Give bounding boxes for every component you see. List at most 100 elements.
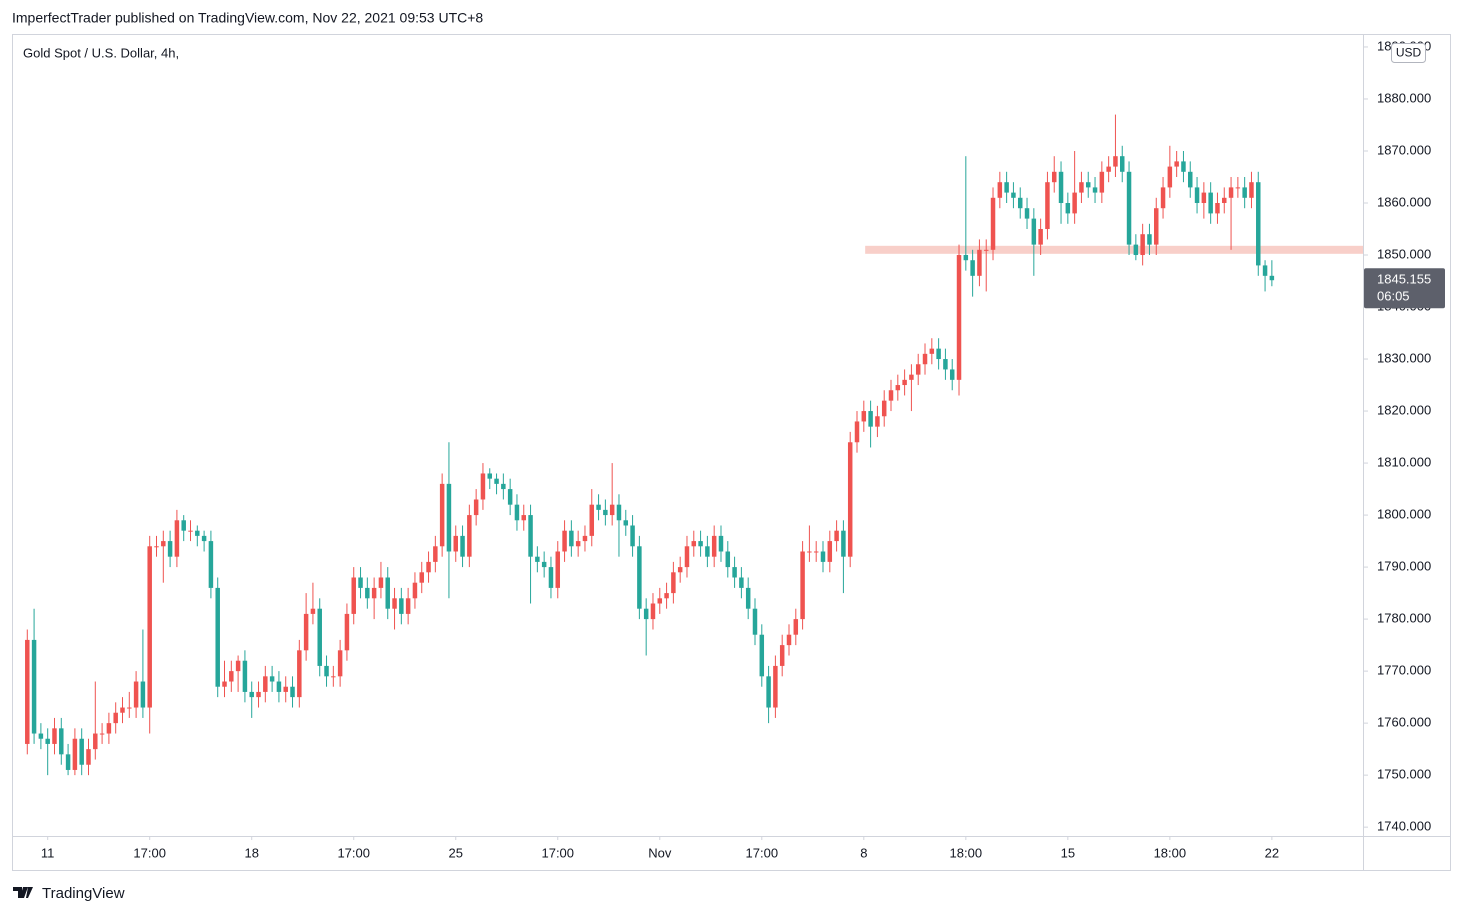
candle-body (433, 546, 438, 562)
y-tick-label: 1770.000 (1377, 663, 1431, 678)
candle-body (446, 483, 452, 552)
candle-body (691, 541, 697, 547)
candle-body (1194, 187, 1200, 204)
candle-body (283, 686, 288, 692)
candle-body (997, 182, 1003, 198)
candle-body (582, 535, 588, 542)
candle-body (317, 608, 322, 666)
y-tick-label: 1740.000 (1377, 819, 1431, 834)
y-tick-label: 1820.000 (1377, 402, 1431, 417)
candle-body (65, 754, 71, 770)
candle-body (222, 681, 227, 687)
candle-body (120, 707, 125, 713)
candle-body (269, 676, 275, 682)
x-tick-label: 18:00 (950, 845, 983, 860)
candle-body (371, 587, 377, 599)
x-tick-label: 8 (860, 845, 867, 860)
last-price-label: 1845.155 (1377, 272, 1431, 287)
candle-body (943, 359, 948, 370)
candle-body (337, 650, 343, 677)
candle-body (528, 515, 533, 557)
candle-body (1140, 234, 1145, 256)
candle-body (106, 723, 112, 734)
y-tick-label: 1800.000 (1377, 507, 1431, 522)
chart-title: Gold Spot / U.S. Dollar, 4h, (23, 45, 179, 60)
candle-body (1045, 182, 1050, 230)
candle-body (1154, 208, 1159, 245)
candle-body (405, 598, 411, 614)
candle-body (1065, 203, 1071, 214)
candle-body (195, 530, 200, 536)
y-tick-label: 1780.000 (1377, 611, 1431, 626)
candle-body (473, 499, 479, 516)
candle-body (1133, 244, 1139, 256)
candle-body (72, 738, 78, 770)
candle-body (902, 379, 907, 386)
candle-body (759, 634, 765, 677)
candle-body (507, 489, 513, 505)
candle-body (1256, 182, 1261, 266)
y-tick-label: 1860.000 (1377, 194, 1431, 209)
candle-body (1147, 234, 1152, 245)
candle-body (541, 561, 547, 568)
candle-body (1058, 171, 1064, 204)
candle-body (25, 639, 30, 744)
candle-body (133, 681, 139, 708)
candle-body (854, 421, 860, 443)
candle-body (45, 738, 50, 744)
candle-body (1201, 192, 1207, 204)
x-tick-label: 22 (1265, 845, 1279, 860)
candle-body (290, 686, 295, 698)
candle-body (1120, 156, 1125, 172)
candle-body (963, 255, 969, 261)
candle-body (303, 613, 309, 651)
last-price-box (1364, 268, 1445, 309)
candle-body (215, 587, 220, 687)
candle-body (86, 749, 91, 765)
x-tick-label: 18 (244, 845, 258, 860)
candle-body (990, 197, 996, 250)
candle-body (385, 577, 390, 609)
candle-body (1079, 182, 1084, 193)
candle-body (745, 587, 751, 609)
candle-body (970, 260, 975, 276)
candle-body (909, 374, 914, 380)
candle-body (773, 665, 778, 708)
candle-body (596, 504, 601, 510)
candle-body (650, 603, 656, 620)
candle-body (936, 348, 941, 360)
y-tick-label: 1760.000 (1377, 715, 1431, 730)
candle-body (1222, 197, 1227, 204)
candle-body (1249, 182, 1254, 198)
candle-body (841, 530, 846, 557)
candle-body (786, 634, 792, 646)
candle-body (439, 483, 445, 547)
candle-body (52, 728, 57, 744)
candle-body (630, 525, 635, 547)
candle-body (1106, 166, 1111, 172)
candle-body (868, 411, 873, 427)
x-tick-label: 17:00 (133, 845, 166, 860)
candle-body (514, 504, 520, 521)
candle-body (827, 541, 833, 562)
candle-body (344, 613, 350, 651)
candle-body (569, 530, 574, 547)
candle-body (412, 582, 418, 599)
y-tick-label: 1810.000 (1377, 455, 1431, 470)
candle-body (779, 645, 785, 666)
candle-body (59, 728, 64, 755)
candle-body (38, 733, 44, 739)
candle-body (1160, 187, 1166, 209)
candle-body (766, 676, 771, 708)
candle-body (521, 515, 526, 521)
candle-body (718, 535, 724, 552)
candle-body (535, 556, 540, 562)
candle-body (623, 520, 629, 526)
countdown: 06:05 (1377, 289, 1410, 304)
x-tick-label: 18:00 (1154, 845, 1187, 860)
candle-body (256, 691, 261, 698)
candle-body (888, 390, 894, 401)
candle-body (99, 733, 105, 735)
